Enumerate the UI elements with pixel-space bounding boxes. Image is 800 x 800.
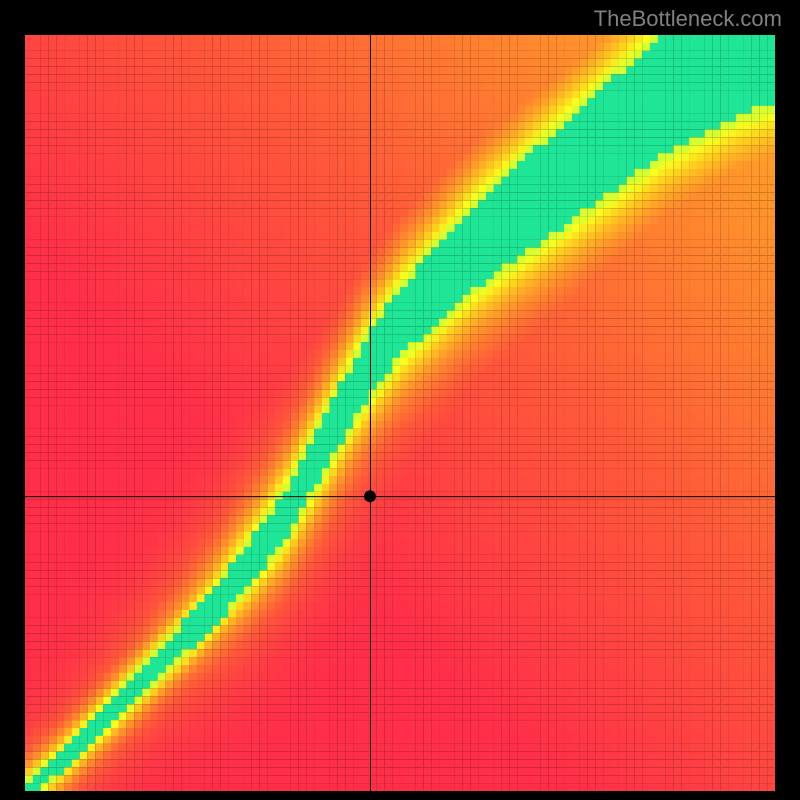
- watermark-text: TheBottleneck.com: [594, 6, 782, 32]
- bottleneck-heatmap: [25, 35, 775, 791]
